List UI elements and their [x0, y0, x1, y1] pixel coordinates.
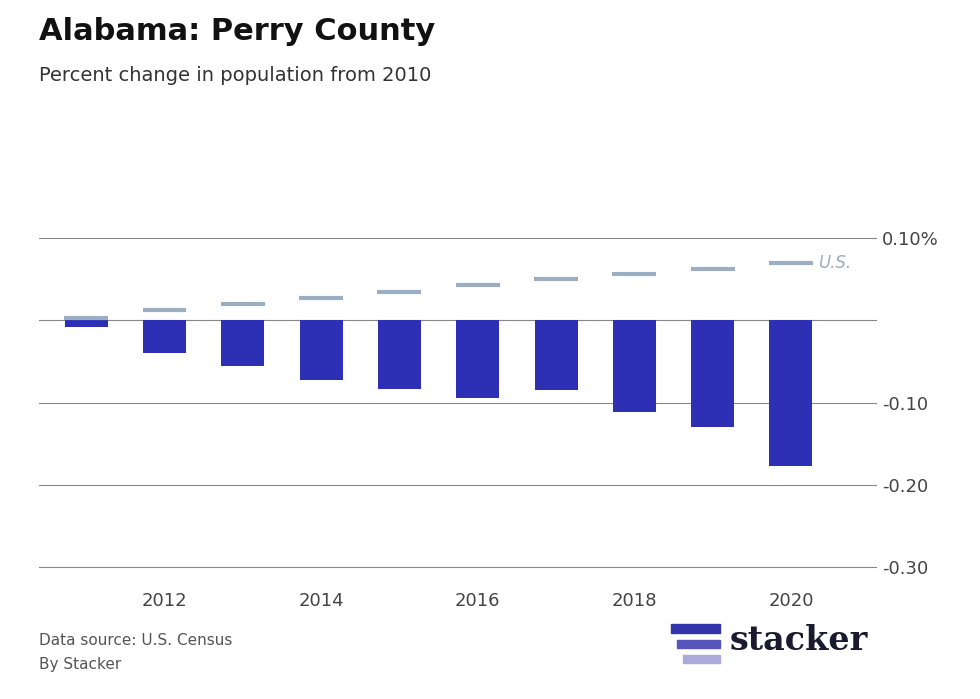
Text: Alabama: Perry County: Alabama: Perry County [39, 17, 435, 46]
Bar [612, 320, 656, 412]
Text: By Stacker: By Stacker [39, 657, 122, 672]
Bar [143, 320, 186, 353]
Bar [457, 320, 499, 398]
Bar [65, 320, 108, 327]
Bar [221, 320, 265, 366]
Bar [534, 320, 577, 390]
Text: stacker: stacker [730, 624, 868, 656]
Bar [691, 320, 734, 427]
Bar [300, 320, 343, 380]
Bar [378, 320, 421, 389]
Text: Data source: U.S. Census: Data source: U.S. Census [39, 633, 232, 647]
Text: Percent change in population from 2010: Percent change in population from 2010 [39, 66, 431, 85]
Text: U.S.: U.S. [818, 254, 852, 272]
Bar [769, 320, 812, 466]
